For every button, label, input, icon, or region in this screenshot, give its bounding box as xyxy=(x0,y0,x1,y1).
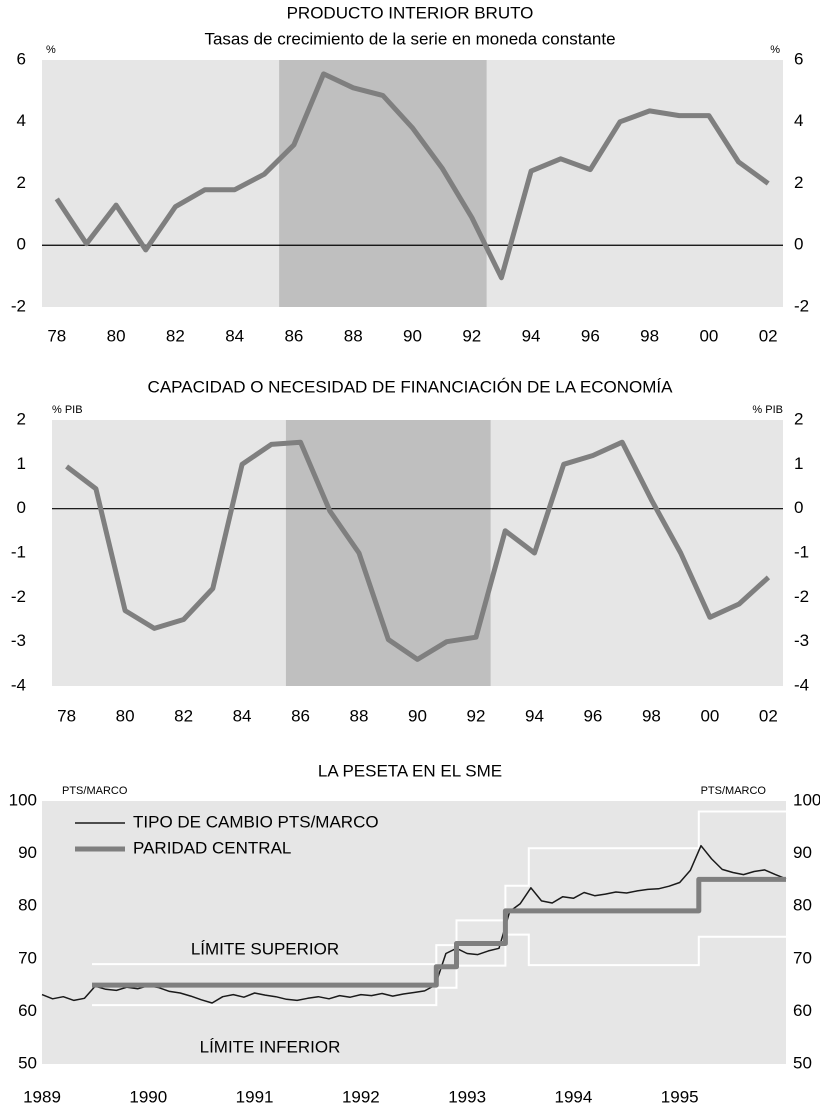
y-tick-label-left: 2 xyxy=(17,409,26,428)
y-tick-label-right: -2 xyxy=(794,587,809,606)
limit-label: LÍMITE INFERIOR xyxy=(200,1037,341,1056)
x-tick-label: 82 xyxy=(166,326,185,345)
y-tick-label-right: 90 xyxy=(793,843,812,862)
x-tick-label: 88 xyxy=(344,326,363,345)
x-tick-label: 82 xyxy=(174,706,193,725)
x-tick-label: 92 xyxy=(467,706,486,725)
y-tick-label-left: 90 xyxy=(18,843,37,862)
limit-line xyxy=(92,810,786,966)
y-tick-label-left: 60 xyxy=(18,1001,37,1020)
y-unit-right: % xyxy=(770,44,780,56)
x-tick-label: 80 xyxy=(116,706,135,725)
x-tick-label: 00 xyxy=(700,706,719,725)
x-tick-label: 1995 xyxy=(661,1087,699,1106)
x-tick-label: 02 xyxy=(759,706,778,725)
y-unit-right: PTS/MARCO xyxy=(701,785,767,797)
y-tick-label-right: 80 xyxy=(793,896,812,915)
x-tick-label: 02 xyxy=(759,326,778,345)
y-tick-label-right: 2 xyxy=(794,409,803,428)
y-tick-label-right: 70 xyxy=(793,948,812,967)
chart-title: CAPACIDAD O NECESIDAD DE FINANCIACIÓN DE… xyxy=(148,377,674,396)
x-tick-label: 80 xyxy=(107,326,126,345)
y-tick-label-left: -1 xyxy=(11,542,26,561)
y-unit-left: PTS/MARCO xyxy=(62,785,128,797)
y-tick-label-right: 50 xyxy=(793,1053,812,1072)
y-tick-label-right: 1 xyxy=(794,454,803,473)
y-tick-label-right: 4 xyxy=(794,111,803,130)
data-line xyxy=(65,439,771,662)
chart-title: LA PESETA EN EL SME xyxy=(318,761,502,780)
x-tick-label: 1992 xyxy=(342,1087,380,1106)
x-tick-label: 1991 xyxy=(236,1087,274,1106)
limit-line xyxy=(92,933,786,1007)
limit-label: LÍMITE SUPERIOR xyxy=(191,939,339,958)
y-tick-label-right: -3 xyxy=(794,631,809,650)
y-unit-left: % xyxy=(46,44,56,56)
x-tick-label: 98 xyxy=(640,326,659,345)
y-tick-label-left: 100 xyxy=(9,790,37,809)
y-tick-label-left: 1 xyxy=(17,454,26,473)
x-tick-label: 1989 xyxy=(23,1087,61,1106)
y-tick-label-left: -2 xyxy=(11,587,26,606)
y-tick-label-right: -1 xyxy=(794,542,809,561)
y-unit-right: % PIB xyxy=(752,404,783,416)
x-tick-label: 96 xyxy=(581,326,600,345)
y-tick-label-left: 4 xyxy=(17,111,26,130)
legend-label: PARIDAD CENTRAL xyxy=(133,838,291,857)
data-line xyxy=(41,844,787,1004)
x-tick-label: 98 xyxy=(642,706,661,725)
y-tick-label-right: 0 xyxy=(794,235,803,254)
y-tick-label-left: 6 xyxy=(17,49,26,68)
x-tick-label: 94 xyxy=(525,706,544,725)
x-tick-label: 1994 xyxy=(555,1087,593,1106)
shaded-period xyxy=(285,420,491,686)
y-tick-label-left: -2 xyxy=(11,296,26,315)
y-tick-label-right: -4 xyxy=(794,675,809,694)
plot-background xyxy=(42,801,786,1064)
y-tick-label-right: 0 xyxy=(794,498,803,517)
y-tick-label-left: 70 xyxy=(18,948,37,967)
chart-subtitle: Tasas de crecimiento de la serie en mone… xyxy=(204,29,615,48)
x-tick-label: 94 xyxy=(522,326,541,345)
y-tick-label-left: -3 xyxy=(11,631,26,650)
y-tick-label-right: 100 xyxy=(793,790,820,809)
y-tick-label-left: 2 xyxy=(17,173,26,192)
legend-label: TIPO DE CAMBIO PTS/MARCO xyxy=(133,812,379,831)
x-tick-label: 86 xyxy=(284,326,303,345)
x-tick-label: 90 xyxy=(403,326,422,345)
y-tick-label-right: 60 xyxy=(793,1001,812,1020)
y-tick-label-right: -2 xyxy=(794,296,809,315)
data-line xyxy=(54,71,770,281)
chart-title: PRODUCTO INTERIOR BRUTO xyxy=(287,3,534,22)
y-tick-label-left: 50 xyxy=(18,1053,37,1072)
x-tick-label: 1993 xyxy=(448,1087,486,1106)
x-tick-label: 96 xyxy=(583,706,602,725)
y-tick-label-left: 0 xyxy=(17,498,26,517)
x-tick-label: 90 xyxy=(408,706,427,725)
y-tick-label-right: 6 xyxy=(794,49,803,68)
y-unit-left: % PIB xyxy=(52,404,83,416)
x-tick-label: 84 xyxy=(233,706,252,725)
x-tick-label: 1990 xyxy=(129,1087,167,1106)
y-tick-label-right: 2 xyxy=(794,173,803,192)
data-line xyxy=(92,876,786,988)
x-tick-label: 92 xyxy=(462,326,481,345)
x-tick-label: 86 xyxy=(291,706,310,725)
x-tick-label: 00 xyxy=(699,326,718,345)
x-tick-label: 88 xyxy=(350,706,369,725)
y-tick-label-left: -4 xyxy=(11,675,26,694)
y-tick-label-left: 0 xyxy=(17,235,26,254)
x-tick-label: 78 xyxy=(47,326,66,345)
y-tick-label-left: 80 xyxy=(18,896,37,915)
x-tick-label: 78 xyxy=(57,706,76,725)
x-tick-label: 84 xyxy=(225,326,244,345)
